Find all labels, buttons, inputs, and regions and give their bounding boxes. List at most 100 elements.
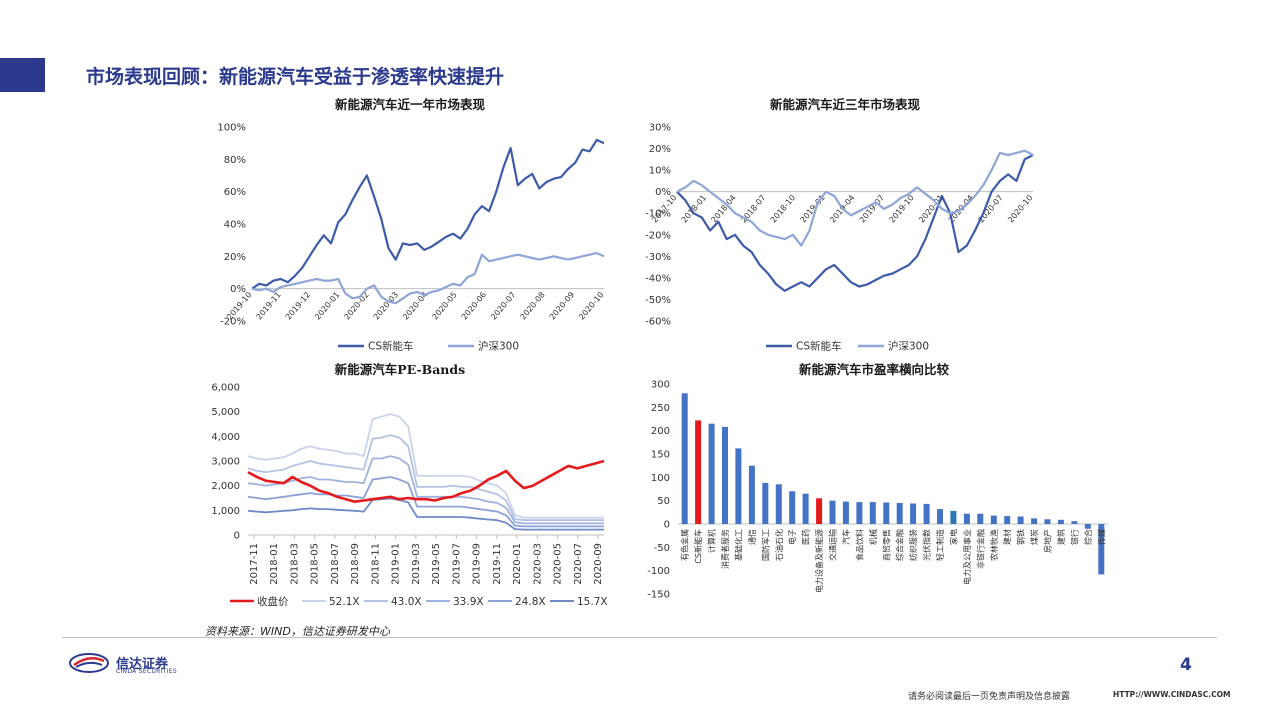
category-label: 通信 [747,529,757,545]
bar-31 [1098,524,1105,575]
x-tick-label: 2018-03 [289,543,300,585]
page-title: 市场表现回顾：新能源汽车受益于渗透率快速提升 [86,66,505,88]
category-label: 电力设备及新能源 [814,529,824,593]
y-tick-label: -60% [645,317,671,328]
y-tick-label: 50 [657,496,670,507]
x-tick-label: 2020-05 [430,290,458,321]
category-label: 建筑 [1056,529,1066,545]
chart-pe-bands: 新能源汽车PE-Bands 6,000 5,000 4,000 3,000 2,000 1,… [211,362,608,608]
x-tick-label: 2018-07 [330,543,341,585]
bar-21 [963,513,970,524]
y-tick-label: -50 [654,543,670,554]
y-tick-label: -30% [645,252,671,263]
category-label: 电力及公用事业 [962,529,972,585]
y-tick-label: 150 [651,450,670,461]
page-number: 4 [1180,655,1192,675]
y-tick-label: -150 [647,590,670,601]
y-tick-label: 4,000 [211,432,240,443]
x-tick-label: 2020-07 [573,543,584,585]
legend-label: CS新能车 [368,340,414,353]
category-label: 医药 [801,529,811,545]
x-tick-label: 2020-03 [372,290,400,321]
website-link[interactable]: HTTP://WWW.CINDASC.COM [1113,690,1231,699]
bar-25 [1017,516,1024,524]
chart-one-year-panel: 新能源汽车近一年市场表现 100% 80% 60% 40% 20% 0% -20% 2019-1… [190,92,620,362]
series-line-0 [676,154,1034,292]
category-label: 钢铁 [1016,529,1026,545]
bar-11 [829,500,836,524]
legend-label: 24.8X [515,596,546,608]
x-tick-label: 2018-05 [310,543,321,585]
y-tick-label: 40% [224,220,246,231]
chart-one-year: 新能源汽车近一年市场表现 100% 80% 60% 40% 20% 0% -20% 2019-1… [217,97,605,353]
legend-label: 43.0X [391,596,422,608]
legend-label: 33.9X [453,596,484,608]
company-logo: 信达证券 CINDA SECURITIES [68,652,198,676]
category-label: 煤炭 [1029,529,1039,545]
series-line-0 [251,138,605,290]
bar-19 [937,509,943,524]
bar-28 [1057,519,1064,524]
bar-1 [695,420,702,524]
pe-series-line-5 [247,497,604,531]
chart-three-year: 新能源汽车近三年市场表现 30% 20% 10% 0% -10% -20% -30% -40% -… [645,97,1034,353]
x-tick-label: 2019-11 [254,290,282,321]
x-tick-label: 2018-11 [370,543,381,585]
legend-label: 15.7X [577,596,608,608]
chart-pe-bands-panel: 新能源汽车PE-Bands 6,000 5,000 4,000 3,000 2,000 1,… [190,358,620,618]
x-tick-label: 2020-06 [460,290,488,321]
x-tick-label: 2019-03 [411,543,422,585]
y-tick-label: 20% [224,252,246,263]
x-tick-label: 2020-09 [593,543,604,585]
category-label: 家电 [948,529,958,545]
pe-series-line-1 [247,413,604,519]
chart-pe-compare: 新能源汽车市盈率横向比较 300 250 200 150 100 50 0 -50 -100 -15… [647,362,1108,601]
category-label: 纺织服装 [908,529,918,561]
bar-3 [722,426,728,524]
bar-2 [708,423,715,524]
y-tick-label: 2,000 [211,481,240,492]
logo-en-text: CINDA SECURITIES [116,668,177,675]
legend-label: 沪深300 [888,340,929,353]
legend-label: 沪深300 [478,340,519,353]
bar-8 [789,491,796,524]
y-tick-label: 0% [655,187,671,198]
y-tick-label: 5,000 [211,407,240,418]
chart-pe-compare-panel: 新能源汽车市盈率横向比较 300 250 200 150 100 50 0 -50 -100 -15… [630,358,1130,618]
x-tick-label: 2017-11 [249,543,260,585]
logo-mark-icon [69,653,109,673]
category-label: 综合金融 [895,529,905,561]
category-label: 商贸零售 [881,529,891,561]
legend-label: 52.1X [329,596,360,608]
y-tick-label: 0% [230,284,246,295]
legend-label: CS新能车 [796,340,842,353]
bar-13 [856,502,863,524]
bar-30 [1084,524,1091,529]
y-tick-label: 0 [234,531,240,542]
y-tick-label: 0 [664,520,670,531]
y-tick-label: 200 [651,426,670,437]
x-tick-label: 2019-05 [431,543,442,585]
y-tick-label: -20% [220,317,246,328]
category-label: 光伏指数 [922,529,932,561]
bar-6 [762,482,769,524]
bar-27 [1044,519,1051,524]
category-label: 国防军工 [760,529,770,561]
category-label: 计算机 [707,529,717,553]
x-tick-label: 2019-07 [451,543,462,585]
x-tick-label: 2020-10 [577,290,605,321]
y-tick-label: 300 [651,380,670,391]
bar-5 [748,465,755,524]
y-tick-label: -20% [645,230,671,241]
logo-cn-text: 信达证券 [116,657,169,672]
x-tick-label: 2018-07 [739,193,767,224]
chart-three-year-panel: 新能源汽车近三年市场表现 30% 20% 10% 0% -10% -20% -30% -40% -… [630,92,1050,362]
category-label: 有色金属 [680,529,690,561]
x-tick-label: 2020-08 [518,290,546,321]
bar-9 [802,493,809,524]
x-tick-label: 2018-10 [769,193,797,224]
bar-29 [1071,521,1078,524]
category-label: 消费者服务 [720,529,730,569]
x-tick-label: 2020-01 [313,290,341,321]
x-tick-label: 2020-03 [532,543,543,585]
